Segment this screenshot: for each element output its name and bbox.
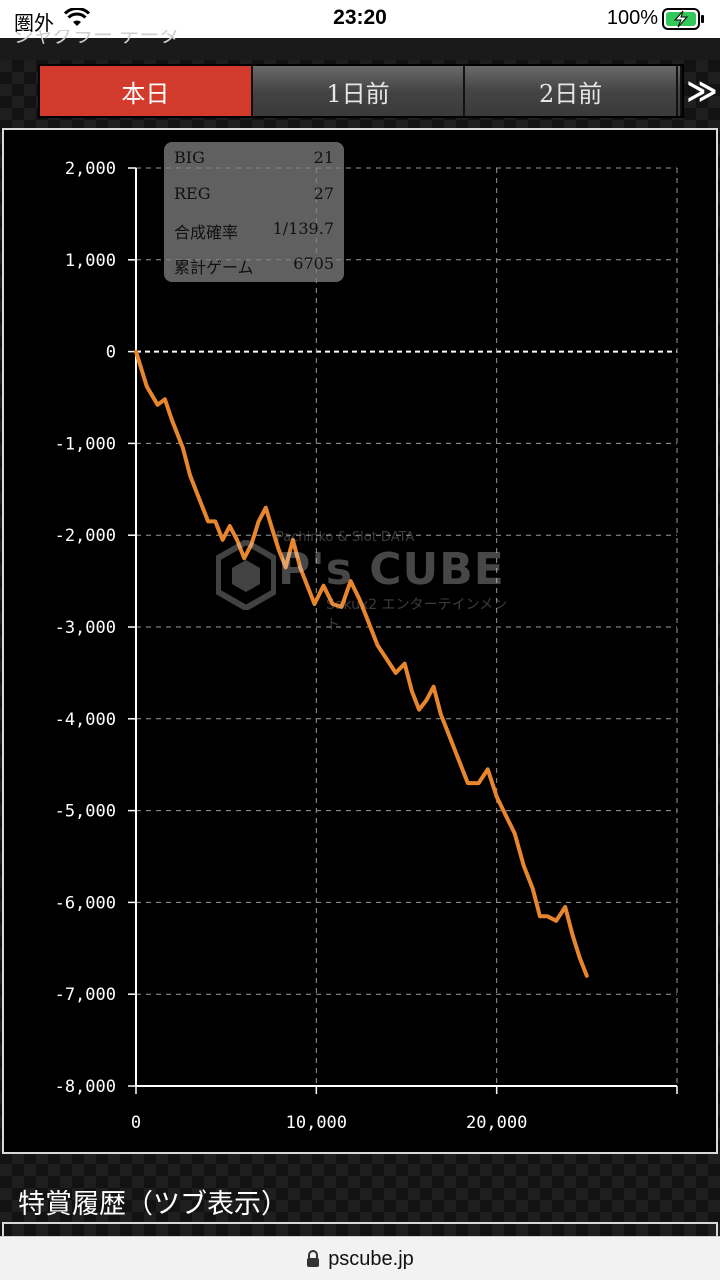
stat-label: BIG <box>174 148 205 167</box>
header-strip: ジャグラー データ <box>0 30 720 60</box>
y-tick-label: -3,000 <box>55 618 116 638</box>
stats-tooltip: BIG 21 REG 27 合成確率 1/139.7 累計ゲーム 6705 <box>164 142 344 282</box>
chart-panel <box>2 128 718 1154</box>
stat-value: 6705 <box>293 254 334 273</box>
wifi-icon <box>64 8 90 26</box>
y-tick-label: -1,000 <box>55 434 116 454</box>
stat-row-reg: REG 27 <box>174 184 334 203</box>
stat-row-total-games: 累計ゲーム 6705 <box>174 254 334 278</box>
y-tick-label: -7,000 <box>55 985 116 1005</box>
battery-charging-icon <box>662 8 704 30</box>
carrier-label: 圏外 <box>14 13 54 35</box>
y-tick-label: -5,000 <box>55 802 116 822</box>
tab-1-day-ago[interactable]: 1日前 <box>252 66 466 116</box>
clock: 23:20 <box>333 6 387 29</box>
stat-value: 21 <box>313 148 334 167</box>
day-tabs: 本日 1日前 2日前 <box>38 64 684 118</box>
series-line-0 <box>134 349 589 978</box>
tab-2-days-ago[interactable]: 2日前 <box>465 66 679 116</box>
stat-value: 1/139.7 <box>272 219 334 238</box>
y-tick-label: 2,000 <box>65 159 116 179</box>
y-tick-label: -4,000 <box>55 710 116 730</box>
stat-row-big: BIG 21 <box>174 148 334 167</box>
stat-label: 累計ゲーム <box>174 258 254 277</box>
x-tick-label: 10,000 <box>286 1113 347 1133</box>
x-tick-label: 0 <box>131 1113 141 1133</box>
stat-label: REG <box>174 184 211 203</box>
tab-today[interactable]: 本日 <box>40 66 253 116</box>
y-tick-label: -8,000 <box>55 1077 116 1097</box>
bonus-history-panel <box>2 1222 718 1242</box>
stat-label: 合成確率 <box>174 223 239 242</box>
stat-value: 27 <box>313 184 334 203</box>
bonus-history-title: 特賞履歴（ツブ表示） <box>18 1189 288 1220</box>
stat-row-probability: 合成確率 1/139.7 <box>174 219 334 243</box>
header-strip-text: ジャグラー データ <box>14 30 180 44</box>
y-tick-label: -2,000 <box>55 526 116 546</box>
status-bar: 圏外 23:20 100% <box>0 0 720 38</box>
y-tick-label: 1,000 <box>65 251 116 271</box>
slump-chart: 2,000 1,000 0 -1,000 -2,000 -3,000 -4,000 -5,00… <box>55 159 678 1133</box>
tab-partial[interactable] <box>678 66 683 116</box>
lock-icon <box>307 1250 320 1267</box>
y-tick-label: -6,000 <box>55 893 116 913</box>
y-tick-label: 0 <box>106 343 116 363</box>
x-tick-label: 20,000 <box>466 1113 527 1133</box>
url-text: pscube.jp <box>328 1247 414 1270</box>
next-tabs-button[interactable]: ≫ <box>686 73 718 109</box>
battery-percent: 100% <box>606 7 658 29</box>
browser-url-bar[interactable]: pscube.jp <box>0 1236 720 1280</box>
